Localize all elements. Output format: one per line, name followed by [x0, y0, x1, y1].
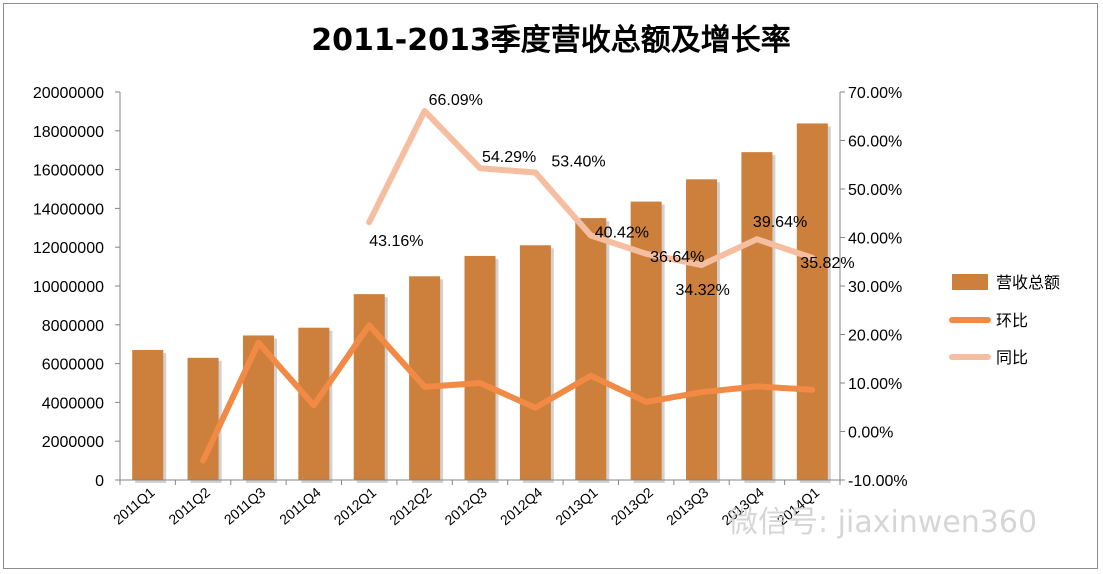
right-axis-tick-label: 20.00% [848, 328, 902, 345]
left-axis-tick-label: 2000000 [42, 434, 104, 451]
legend-label: 环比 [996, 311, 1028, 330]
right-axis-tick-label: 0.00% [848, 425, 893, 442]
left-axis-tick-label: 0 [95, 473, 104, 490]
chart-title: 2011-2013季度营收总额及增长率 [311, 23, 790, 58]
yoy-data-label: 53.40% [551, 154, 605, 171]
x-axis-tick-label: 2012Q2 [386, 484, 435, 528]
left-axis-tick-label: 18000000 [33, 124, 104, 141]
x-axis-tick-label: 2013Q2 [608, 484, 657, 528]
yoy-data-label: 54.29% [482, 149, 536, 166]
bar [519, 245, 551, 480]
x-axis-tick-label: 2011Q3 [221, 484, 269, 528]
legend-label: 同比 [996, 348, 1028, 367]
x-axis-tick-label: 2013Q3 [663, 484, 712, 528]
bar [686, 179, 718, 481]
left-axis-tick-label: 14000000 [33, 201, 104, 218]
yoy-data-label: 43.16% [369, 233, 423, 250]
yoy-data-label: 40.42% [595, 224, 649, 241]
qoq-series-line [200, 322, 816, 464]
left-axis-tick-label: 12000000 [33, 240, 104, 257]
right-axis-tick-label: -10.00% [848, 473, 908, 490]
yoy-data-label: 39.64% [753, 214, 807, 231]
yoy-data-label: 36.64% [650, 249, 704, 266]
x-axis-tick-label: 2011Q4 [276, 484, 324, 528]
right-axis-tick-label: 50.00% [848, 182, 902, 199]
bar [464, 255, 496, 480]
x-axis-tick-label: 2012Q3 [441, 484, 490, 528]
right-axis-tick-label: 60.00% [848, 134, 902, 151]
x-axis-tick-label: 2011Q1 [110, 484, 158, 528]
yoy-data-label: 34.32% [676, 282, 730, 299]
yoy-data-label: 66.09% [429, 92, 483, 109]
x-axis-tick-label: 2012Q4 [497, 484, 546, 528]
bar [132, 350, 164, 480]
bar [630, 201, 662, 481]
left-axis-tick-label: 20000000 [33, 85, 104, 102]
bar [741, 152, 773, 480]
right-axis-tick-label: 70.00% [848, 85, 902, 102]
left-axis-tick-label: 16000000 [33, 163, 104, 180]
yoy-data-label: 35.82% [800, 255, 854, 272]
right-axis-tick-label: 30.00% [848, 279, 902, 296]
x-axis-tick-label: 2012Q1 [331, 484, 380, 528]
left-axis-tick-label: 6000000 [42, 357, 104, 374]
bar [796, 123, 828, 480]
left-axis-tick-label: 4000000 [42, 395, 104, 412]
right-axis-tick-label: 40.00% [848, 231, 902, 248]
legend-swatch-bar [952, 274, 988, 290]
bar [353, 294, 385, 480]
watermark-text: 微信号: jiaxinwen360 [728, 505, 1037, 540]
x-axis-tick-label: 2011Q2 [165, 484, 213, 528]
left-axis-tick-label: 10000000 [33, 279, 104, 296]
legend-label: 营收总额 [996, 273, 1060, 292]
bar [575, 218, 607, 480]
left-axis-tick-label: 8000000 [42, 318, 104, 335]
x-axis-tick-label: 2013Q1 [552, 484, 601, 528]
right-axis-tick-label: 10.00% [848, 376, 902, 393]
yoy-series-line [366, 108, 816, 268]
